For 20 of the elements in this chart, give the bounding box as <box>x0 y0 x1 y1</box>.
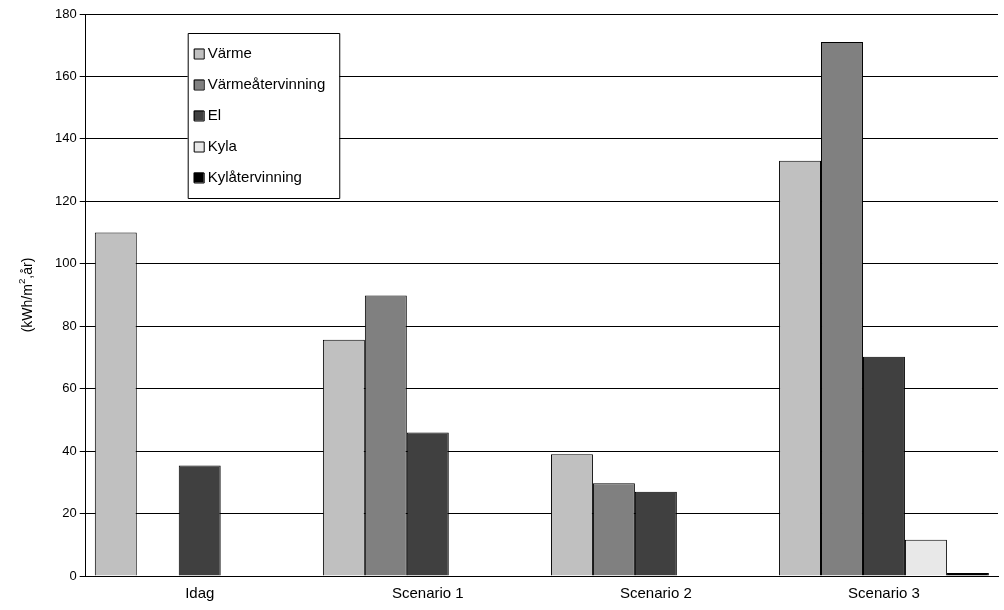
x-tick-label: Idag <box>185 584 215 602</box>
x-tick-label: Scenario 2 <box>620 584 692 602</box>
y-tick-label: 0 <box>69 567 77 583</box>
y-tick-label: 100 <box>54 255 77 271</box>
y-tick-label: 20 <box>62 505 77 521</box>
y-tick-label: 180 <box>54 5 77 21</box>
legend-label: Kylåtervinning <box>207 167 302 185</box>
x-tick-label: Scenario 1 <box>391 584 464 602</box>
y-tick-label: 140 <box>54 130 77 146</box>
legend-label: Kyla <box>207 136 238 154</box>
y-tick-label: 120 <box>54 192 77 208</box>
y-tick-label: 160 <box>54 68 77 84</box>
y-tick-label: 80 <box>62 317 77 333</box>
y-axis-title: (kWh/m2,år) <box>16 257 35 333</box>
y-tick-label: 60 <box>62 380 77 396</box>
x-tick-label: Scenario 3 <box>848 584 920 602</box>
legend-label: El <box>207 105 222 123</box>
legend-label: Värmeåtervinning <box>207 74 326 92</box>
legend-label: Värme <box>207 43 252 61</box>
y-tick-label: 40 <box>62 442 77 458</box>
